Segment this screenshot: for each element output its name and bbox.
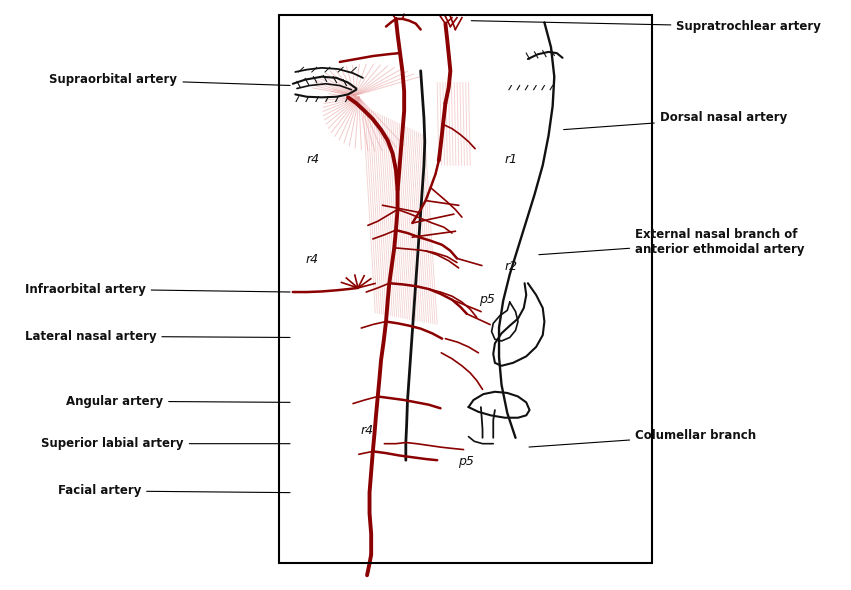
Text: Lateral nasal artery: Lateral nasal artery [25, 330, 290, 343]
Text: Superior labial artery: Superior labial artery [41, 437, 290, 450]
Text: Facial artery: Facial artery [58, 484, 290, 497]
Text: Dorsal nasal artery: Dorsal nasal artery [563, 112, 787, 130]
Text: Angular artery: Angular artery [66, 395, 290, 408]
Text: Infraorbital artery: Infraorbital artery [25, 283, 290, 296]
Text: Supraorbital artery: Supraorbital artery [49, 73, 290, 86]
Text: Columellar branch: Columellar branch [529, 429, 757, 447]
Text: r4: r4 [306, 253, 318, 266]
Text: r2: r2 [505, 260, 518, 273]
Text: r1: r1 [505, 153, 518, 166]
Text: r4: r4 [307, 153, 320, 166]
Bar [279, 15, 652, 563]
Text: Supratrochlear artery: Supratrochlear artery [471, 20, 821, 33]
Text: p5: p5 [479, 293, 494, 306]
Text: External nasal branch of
anterior ethmoidal artery: External nasal branch of anterior ethmoi… [539, 228, 805, 256]
Text: r4: r4 [361, 424, 374, 437]
Text: p5: p5 [458, 455, 474, 468]
